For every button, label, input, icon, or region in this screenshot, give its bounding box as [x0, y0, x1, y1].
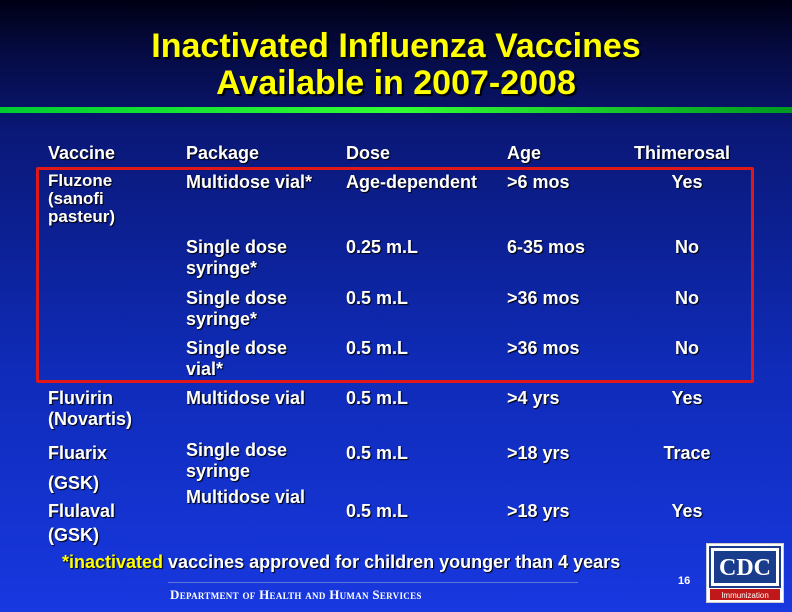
header-package: Package	[186, 143, 260, 163]
title-divider	[0, 107, 792, 113]
vaccine-flulaval-name: Flulaval	[48, 501, 116, 521]
row-2-dose: 0.5 m.L	[346, 288, 409, 308]
row-6-age: >18 yrs	[507, 501, 570, 521]
logo-text: CDC	[719, 555, 771, 581]
vaccine-flulaval-maker: (GSK)	[48, 525, 99, 545]
row-4-dose: 0.5 m.L	[346, 388, 409, 408]
row-5-package: Single dose syringe	[186, 440, 288, 481]
row-3-thimerosal: No	[675, 338, 699, 358]
row-6-dose: 0.5 m.L	[346, 501, 409, 521]
header-vaccine: Vaccine	[48, 143, 116, 163]
row-6-thimerosal: Yes	[671, 501, 703, 521]
row-2-thimerosal: No	[675, 288, 699, 308]
row-4-age: >4 yrs	[507, 388, 560, 408]
row-5-age: >18 yrs	[507, 443, 570, 463]
row-0-package: Multidose vial*	[186, 172, 313, 192]
row-5-dose: 0.5 m.L	[346, 443, 409, 463]
header-dose: Dose	[346, 143, 391, 163]
row-2-package: Single dose syringe*	[186, 288, 288, 329]
row-1-dose: 0.25 m.L	[346, 237, 419, 257]
row-4-thimerosal: Yes	[671, 388, 703, 408]
cdc-logo: CDC Immunization	[706, 543, 784, 603]
row-5-thimerosal: Trace	[663, 443, 711, 463]
slide-title: Inactivated Influenza Vaccines Available…	[0, 28, 792, 102]
slide-title-line1: Inactivated Influenza Vaccines	[151, 27, 641, 65]
row-2-age: >36 mos	[507, 288, 580, 308]
row-1-age: 6-35 mos	[507, 237, 586, 257]
vaccine-fluarix-name: Fluarix	[48, 443, 108, 463]
department-name: Department of Health and Human Services	[170, 587, 422, 602]
page-number: 16	[678, 575, 691, 587]
slide-title-line2: Available in 2007-2008	[216, 64, 576, 102]
row-0-thimerosal: Yes	[671, 172, 703, 192]
vaccine-fluvirin: Fluvirin (Novartis)	[48, 388, 133, 429]
vaccine-fluzone: Fluzone (sanofi pasteur)	[48, 171, 116, 226]
header-age: Age	[507, 143, 542, 163]
row-6-package: Multidose vial	[186, 487, 306, 507]
row-0-dose: Age-dependent	[346, 172, 478, 192]
row-3-package: Single dose vial*	[186, 338, 288, 379]
vaccine-fluarix-maker: (GSK)	[48, 473, 99, 493]
fluzone-highlight-box	[36, 167, 754, 383]
row-0-age: >6 mos	[507, 172, 570, 192]
row-3-dose: 0.5 m.L	[346, 338, 409, 358]
row-1-package: Single dose syringe*	[186, 237, 288, 278]
row-3-age: >36 mos	[507, 338, 580, 358]
logo-subtext: Immunization	[721, 591, 769, 600]
footnote: *inactivated vaccines approved for child…	[62, 552, 620, 573]
footnote-text: vaccines approved for children younger t…	[163, 552, 621, 572]
cdc-logo-graphic: CDC Immunization	[709, 546, 781, 600]
footnote-prefix: *inactivated	[62, 552, 164, 572]
row-4-package: Multidose vial	[186, 388, 306, 408]
row-1-thimerosal: No	[675, 237, 699, 257]
footer-divider	[168, 582, 578, 583]
header-thimerosal: Thimerosal	[634, 143, 731, 163]
